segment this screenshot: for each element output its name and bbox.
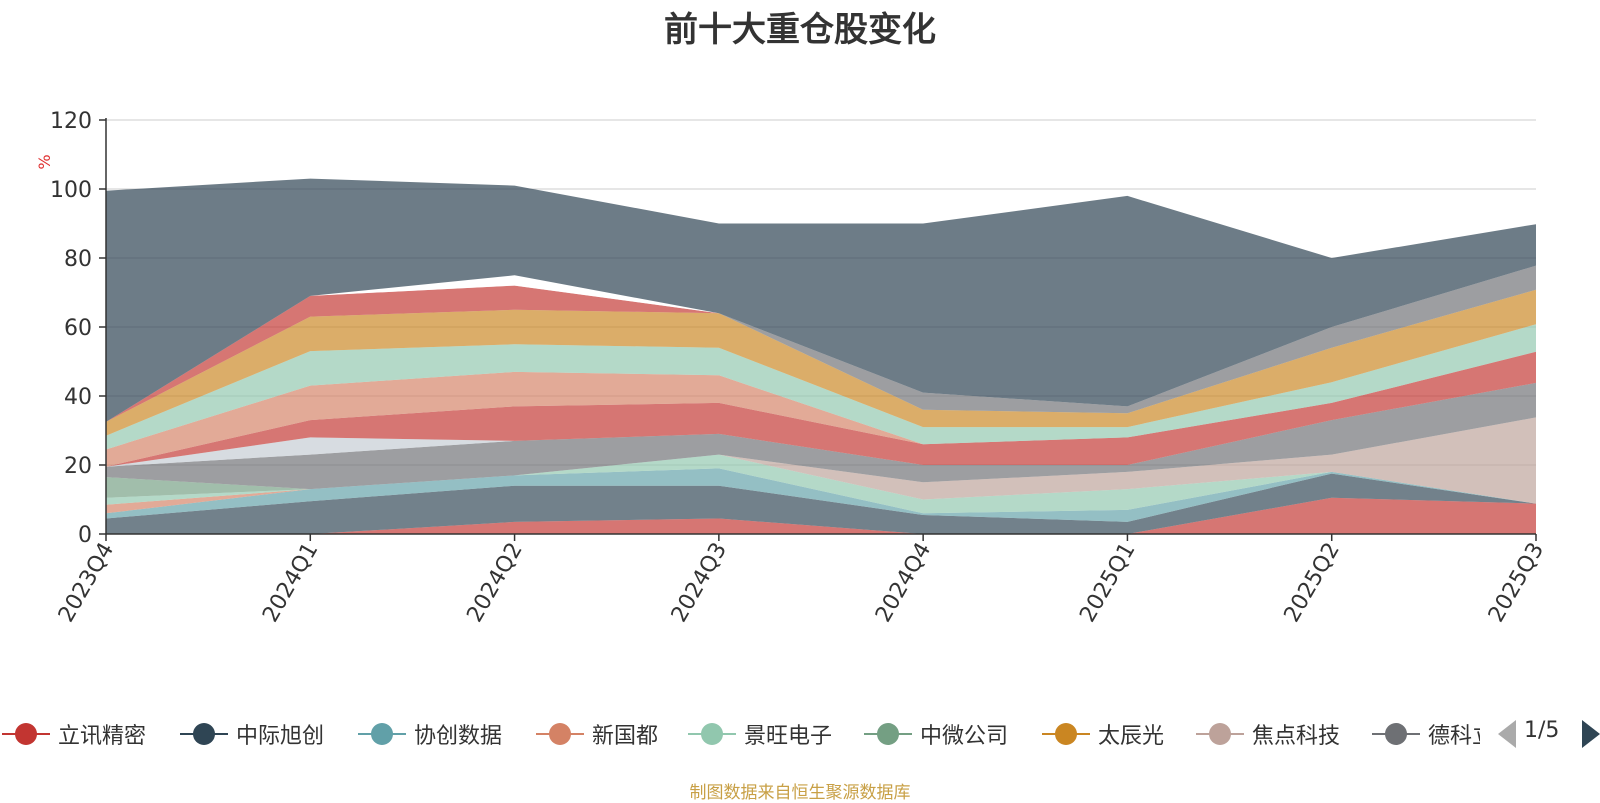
y-tick-label: 60 — [64, 316, 92, 341]
chart-plot: 0 20 40 60 80 100 120% 2023Q4 2024Q1 2024Q2 2024Q3… — [35, 109, 1549, 627]
area-series-17[interactable] — [106, 178, 1536, 422]
area-series-2[interactable] — [106, 468, 1536, 522]
chart-title: 前十大重仓股变化 — [664, 10, 936, 50]
x-tick-label: 2024Q2 — [462, 539, 527, 627]
area-series-12[interactable] — [106, 324, 1536, 450]
legend-pager: 1/5 — [1498, 716, 1600, 752]
y-axis-unit-label: % — [35, 154, 54, 169]
legend-marker-icon — [1196, 723, 1244, 745]
legend-next-page-icon[interactable] — [1582, 720, 1600, 748]
legend-marker-icon — [688, 723, 736, 745]
area-series-4[interactable] — [106, 454, 1536, 514]
area-series-10[interactable] — [106, 351, 1536, 467]
area-series-group — [106, 178, 1536, 534]
area-series-0[interactable] — [106, 497, 1536, 534]
legend-marker-icon — [358, 723, 406, 745]
legend-label: 焦点科技 — [1252, 724, 1341, 749]
legend-prev-page-icon[interactable] — [1498, 720, 1516, 748]
legend-label: 中微公司 — [920, 724, 1009, 749]
x-tick-label: 2024Q4 — [871, 539, 936, 627]
area-series-1[interactable] — [106, 473, 1536, 534]
x-tick-label: 2023Q4 — [54, 539, 119, 627]
legend-marker-icon — [2, 723, 50, 745]
y-tick-label: 80 — [64, 247, 92, 272]
y-tick-label: 120 — [50, 109, 92, 134]
legend-label: 德科立 — [1428, 724, 1480, 749]
area-series-13[interactable] — [106, 289, 1536, 436]
legend-label: 景旺电子 — [744, 724, 833, 749]
x-tick-label: 2024Q3 — [667, 539, 732, 627]
x-tick-label: 2025Q3 — [1484, 539, 1549, 627]
y-tick-label: 40 — [64, 385, 92, 410]
legend-label: 立讯精密 — [58, 724, 147, 749]
source-note: 制图数据来自恒生聚源数据库 — [689, 783, 911, 803]
area-series-11[interactable] — [106, 351, 1536, 467]
legend-marker-icon — [180, 723, 228, 745]
legend-page-indicator: 1/5 — [1524, 718, 1560, 743]
legend-label: 中际旭创 — [236, 724, 325, 749]
legend-marker-icon — [1372, 723, 1420, 745]
area-series-7[interactable] — [106, 417, 1536, 504]
y-tick-label: 100 — [50, 178, 92, 203]
legend-label: 协创数据 — [414, 724, 503, 749]
legend-marker-icon — [1042, 723, 1090, 745]
legend-label: 新国都 — [592, 724, 659, 749]
area-series-8[interactable] — [106, 382, 1536, 490]
y-tick-label: 0 — [78, 523, 92, 548]
x-tick-label: 2025Q2 — [1280, 539, 1345, 627]
legend-marker-icon — [864, 723, 912, 745]
y-tick-label: 20 — [64, 454, 92, 479]
legend: 立讯精密 中际旭创 协创数据 新国都 景旺电子 中微公司 太辰光 焦点科技 德科立 — [0, 716, 1480, 756]
legend-label: 太辰光 — [1098, 724, 1165, 749]
x-tick-label: 2024Q1 — [258, 539, 323, 627]
x-tick-label: 2025Q1 — [1075, 539, 1140, 627]
legend-marker-icon — [536, 723, 584, 745]
